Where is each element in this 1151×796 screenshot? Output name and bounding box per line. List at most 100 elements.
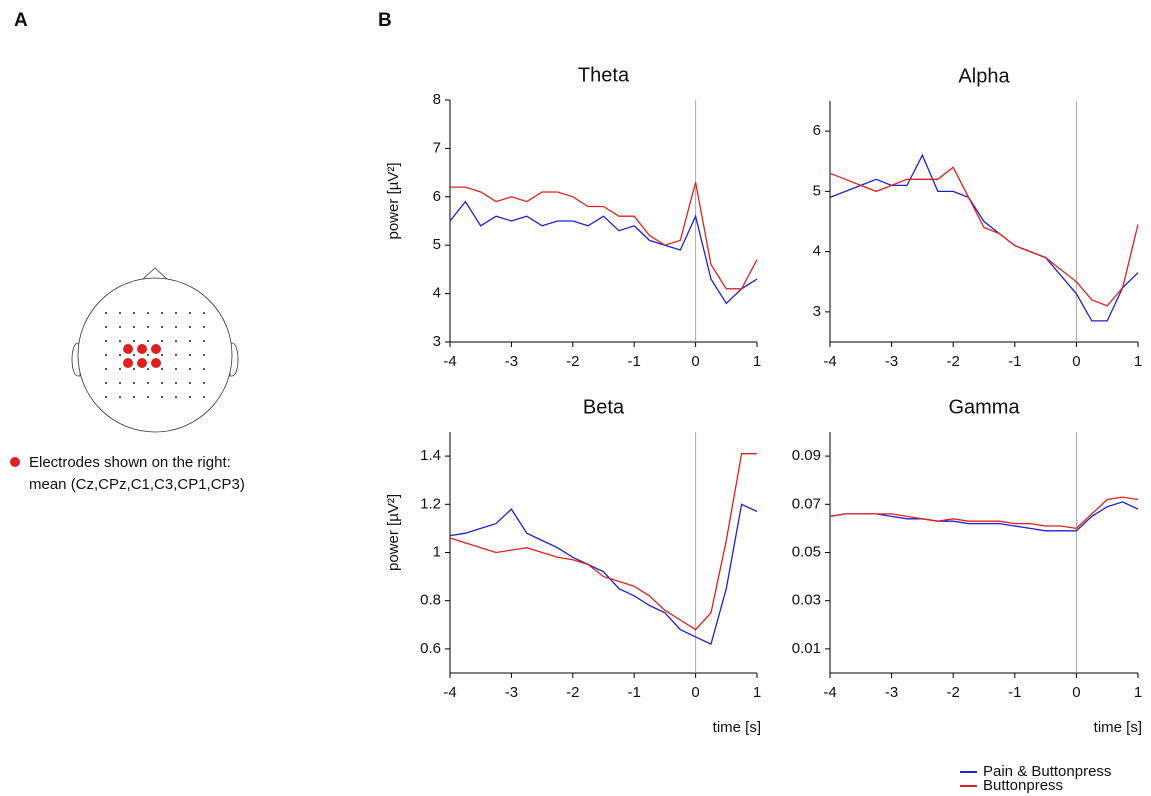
y-tick-label: 1.4 — [420, 447, 441, 464]
data-line — [829, 496, 1139, 530]
y-axis-label: power [µV²] — [385, 494, 402, 571]
y-tick-label: 0.6 — [420, 640, 441, 657]
electrode — [161, 326, 163, 328]
y-tick-label: 4 — [433, 285, 441, 302]
x-tick-label: -2 — [566, 353, 579, 370]
electrode — [161, 382, 163, 384]
x-tick-label: -1 — [1008, 684, 1021, 701]
electrode — [175, 354, 177, 356]
x-tick-label: -3 — [885, 353, 898, 370]
chart-title: Beta — [583, 396, 625, 418]
electrode — [175, 340, 177, 342]
legend-dot — [10, 457, 20, 467]
y-tick-label: 1 — [433, 543, 441, 560]
electrode-note: Electrodes shown on the right: — [29, 454, 231, 471]
electrode — [105, 368, 107, 370]
electrode — [119, 340, 121, 342]
electrode — [105, 354, 107, 356]
data-line — [449, 200, 758, 305]
x-tick-label: -4 — [443, 353, 456, 370]
electrode — [147, 354, 149, 356]
electrode — [175, 396, 177, 398]
data-line — [450, 182, 758, 290]
scalp-map — [71, 267, 239, 433]
data-line — [829, 153, 1139, 322]
nose — [141, 267, 169, 280]
x-tick-label: -2 — [947, 684, 960, 701]
data-line — [449, 503, 758, 646]
y-axis-label: power [µV²] — [385, 163, 402, 240]
x-tick-label: 1 — [753, 684, 761, 701]
x-tick-label: -2 — [947, 353, 960, 370]
selected-electrode — [151, 344, 161, 354]
x-tick-label: -3 — [885, 684, 898, 701]
electrode — [105, 312, 107, 314]
electrode — [175, 326, 177, 328]
selected-electrode — [151, 358, 161, 368]
y-tick-label: 8 — [433, 91, 441, 108]
electrode — [189, 354, 191, 356]
x-tick-label: 1 — [1134, 684, 1142, 701]
selected-electrode — [137, 344, 147, 354]
electrode — [161, 340, 163, 342]
head-outline — [77, 277, 233, 433]
electrode — [105, 326, 107, 328]
selected-electrode — [137, 358, 147, 368]
y-tick-label: 6 — [813, 122, 821, 139]
electrode — [189, 326, 191, 328]
x-axis-label: time [s] — [713, 719, 761, 736]
electrode — [175, 382, 177, 384]
y-tick-label: 5 — [433, 236, 441, 253]
electrode — [203, 326, 205, 328]
electrode — [133, 354, 135, 356]
electrode — [133, 368, 135, 370]
electrode — [147, 382, 149, 384]
x-tick-label: -4 — [823, 353, 836, 370]
x-tick-label: -4 — [823, 684, 836, 701]
ear — [229, 342, 239, 377]
electrode — [147, 368, 149, 370]
x-tick-label: -3 — [505, 684, 518, 701]
y-tick-label: 4 — [813, 243, 821, 260]
electrode — [189, 382, 191, 384]
legend-label: Buttonpress — [983, 777, 1063, 794]
electrode — [133, 312, 135, 314]
electrode — [119, 312, 121, 314]
y-tick-label: 7 — [433, 139, 441, 156]
y-tick-label: 3 — [813, 303, 821, 320]
electrode — [147, 396, 149, 398]
data-line — [449, 453, 757, 631]
electrode — [119, 382, 121, 384]
electrode — [203, 396, 205, 398]
chart-title: Gamma — [948, 396, 1020, 418]
electrode — [133, 326, 135, 328]
x-tick-label: 0 — [1072, 353, 1080, 370]
electrode — [161, 354, 163, 356]
x-tick-label: -1 — [628, 684, 641, 701]
electrode — [161, 396, 163, 398]
x-tick-label: 0 — [1072, 684, 1080, 701]
electrode — [189, 396, 191, 398]
y-tick-label: 5 — [813, 182, 821, 199]
electrode — [119, 368, 121, 370]
x-tick-label: -1 — [1008, 353, 1021, 370]
electrode — [133, 382, 135, 384]
electrode — [203, 382, 205, 384]
x-tick-label: -3 — [505, 353, 518, 370]
electrode — [147, 326, 149, 328]
y-tick-label: 6 — [433, 188, 441, 205]
x-tick-label: 1 — [753, 353, 761, 370]
x-tick-label: 0 — [691, 353, 699, 370]
electrode — [175, 368, 177, 370]
x-axis-label: time [s] — [1094, 719, 1142, 736]
y-tick-label: 1.2 — [420, 495, 441, 512]
x-tick-label: -1 — [628, 353, 641, 370]
electrode — [189, 340, 191, 342]
y-tick-label: 0.8 — [420, 592, 441, 609]
chart-title: Alpha — [958, 65, 1010, 87]
x-tick-label: -2 — [566, 684, 579, 701]
electrode — [119, 396, 121, 398]
electrode — [119, 326, 121, 328]
data-line — [829, 501, 1139, 532]
data-line — [829, 166, 1139, 307]
